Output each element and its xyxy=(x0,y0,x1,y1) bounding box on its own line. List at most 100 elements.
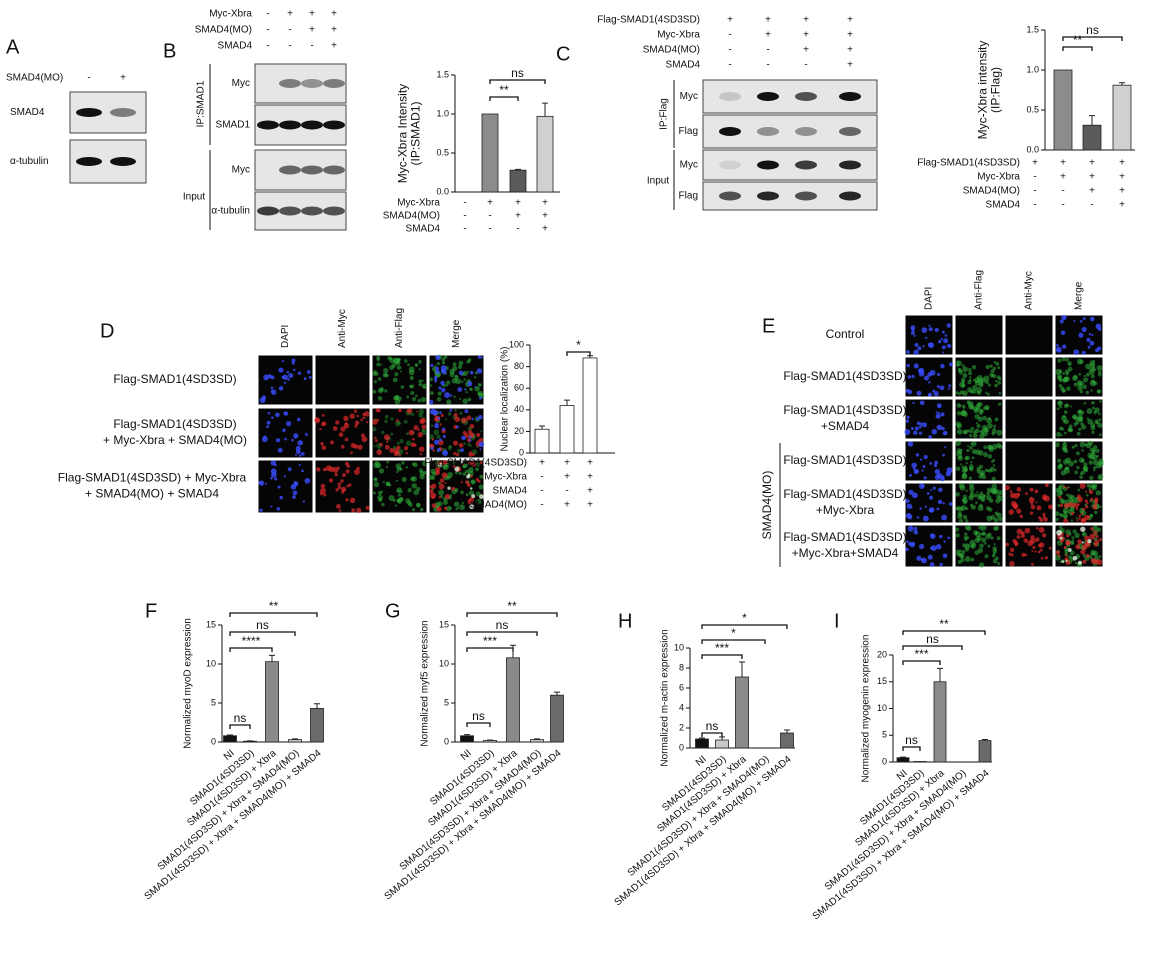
micrograph-spot xyxy=(957,456,960,459)
micrograph-spot xyxy=(301,469,304,473)
micrograph-spot xyxy=(1074,470,1078,475)
micrograph-spot xyxy=(320,483,326,489)
micrograph-spot xyxy=(460,490,464,495)
micrograph-spot xyxy=(332,426,338,431)
micrograph-spot xyxy=(962,366,968,373)
micrograph-spot xyxy=(921,327,928,333)
micrograph-spot xyxy=(431,495,435,500)
micrograph-spot xyxy=(439,411,442,415)
micrograph-spot xyxy=(340,426,346,432)
micrograph-spot xyxy=(977,547,984,553)
micrograph-spot xyxy=(946,467,953,474)
micrograph-spot xyxy=(460,460,463,464)
micrograph-spot xyxy=(476,368,483,374)
row-label: Flag-SMAD1(4SD3SD) xyxy=(783,487,906,501)
micrograph-spot xyxy=(460,448,464,452)
condition-sign: + xyxy=(765,30,771,41)
micrograph-spot xyxy=(1048,504,1053,510)
error-bar xyxy=(464,734,470,736)
micrograph-spot xyxy=(1098,412,1101,416)
micrograph-spot xyxy=(955,421,962,427)
micrograph-spot xyxy=(452,465,456,468)
condition-label: Flag-SMAD1(4SD3SD) xyxy=(424,458,527,469)
micrograph-spot xyxy=(290,484,297,490)
micrograph-spot xyxy=(959,484,966,491)
micrograph-spot xyxy=(376,418,379,422)
micrograph-spot xyxy=(469,370,474,375)
y-tick-label: 80 xyxy=(514,361,524,371)
micrograph-spot xyxy=(379,442,383,447)
micrograph-spot xyxy=(987,544,991,548)
condition-label: SMAD4 xyxy=(666,60,701,71)
micrograph-spot xyxy=(467,381,473,387)
micrograph-spot xyxy=(476,432,481,438)
bar xyxy=(1053,69,1073,151)
micrograph-spot xyxy=(1055,550,1061,555)
micrograph-spot xyxy=(1008,552,1012,556)
micrograph-spot xyxy=(405,452,408,455)
micrograph-spot xyxy=(1079,390,1083,394)
micrograph-spot xyxy=(964,537,968,541)
micrograph-spot xyxy=(421,428,425,432)
micrograph-spot xyxy=(1072,529,1077,534)
micrograph-spot xyxy=(461,417,468,424)
y-tick-label: 1.0 xyxy=(436,108,449,118)
micrograph xyxy=(1004,398,1054,440)
micrograph-spot xyxy=(955,533,960,538)
micrograph-spot xyxy=(936,507,940,511)
micrograph-spot xyxy=(921,469,924,472)
blot-band xyxy=(323,79,345,88)
micrograph-spot xyxy=(992,458,996,462)
bar xyxy=(483,740,497,743)
micrograph-spot xyxy=(1065,559,1068,563)
condition-sign: + xyxy=(542,224,548,235)
micrograph-spot xyxy=(262,398,266,402)
condition-sign: - xyxy=(540,472,543,483)
micrograph-spot xyxy=(372,389,377,394)
significance-bracket xyxy=(466,612,558,617)
bar xyxy=(582,357,598,454)
micrograph-spot xyxy=(398,454,402,457)
micrograph-spot xyxy=(992,549,998,554)
micrograph-spot xyxy=(462,370,468,376)
micrograph-spot xyxy=(966,525,972,531)
significance-label: ns xyxy=(905,733,918,747)
y-axis-label: (IP:Flag) xyxy=(989,67,1003,113)
blot-band xyxy=(257,120,279,130)
micrograph-spot xyxy=(1092,525,1098,531)
condition-sign: - xyxy=(728,60,731,71)
blot-band xyxy=(76,108,102,117)
micrograph-spot xyxy=(1072,555,1078,561)
micrograph-spot xyxy=(940,412,945,417)
blot-band xyxy=(279,165,301,175)
micrograph-spot xyxy=(987,423,993,429)
condition-label: Flag-SMAD1(4SD3SD) xyxy=(917,158,1020,169)
micrograph-spot xyxy=(913,349,919,356)
micrograph-spot xyxy=(1076,380,1082,385)
condition-sign: - xyxy=(766,45,769,56)
micrograph-spot xyxy=(421,379,425,382)
micrograph-spot xyxy=(363,411,370,417)
micrograph-spot xyxy=(385,465,389,468)
error-bar xyxy=(784,729,790,733)
micrograph-spot xyxy=(419,452,423,456)
micrograph-spot xyxy=(1064,557,1069,562)
micrograph-spot xyxy=(286,420,292,427)
micrograph-spot xyxy=(983,445,988,450)
bar xyxy=(550,694,564,743)
micrograph-spot xyxy=(916,516,920,519)
micrograph-spot xyxy=(978,525,983,530)
micrograph-spot xyxy=(987,454,993,459)
micrograph-spot xyxy=(413,425,419,431)
micrograph-spot xyxy=(907,514,913,520)
micrograph-spot xyxy=(962,373,968,378)
micrograph-spot xyxy=(971,456,975,460)
micrograph-spot xyxy=(1075,517,1078,520)
micrograph-spot xyxy=(293,436,297,439)
micrograph-spot xyxy=(458,360,464,366)
micrograph-spot xyxy=(316,467,321,472)
micrograph-spot xyxy=(1097,370,1102,375)
micrograph xyxy=(1004,356,1054,398)
micrograph-spot xyxy=(1063,510,1068,515)
micrograph-spot xyxy=(1008,509,1015,515)
